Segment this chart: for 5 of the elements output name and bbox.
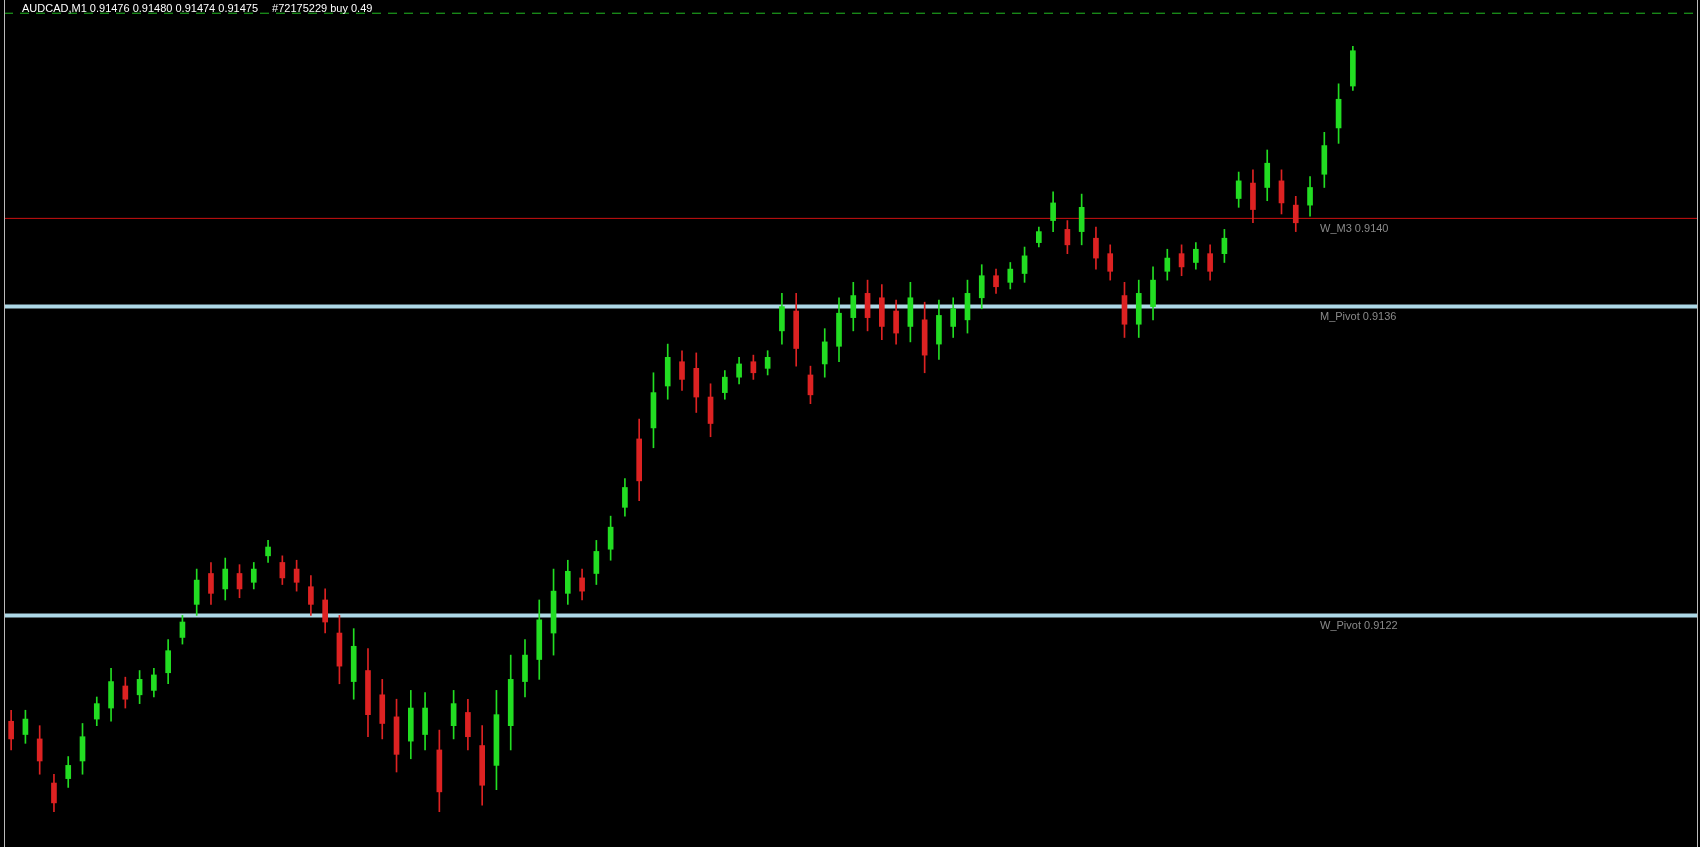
annotation: #72175229 buy 0.49 [272,1,373,14]
ref-line-label: W_Pivot 0.9122 [1320,618,1398,631]
ref-line-label: W_M3 0.9140 [1320,221,1389,234]
ref-line-label: M_Pivot 0.9136 [1320,310,1397,323]
chart-title: AUDCAD,M1 0.91476 0.91480 0.91474 0.91475 [22,1,259,14]
